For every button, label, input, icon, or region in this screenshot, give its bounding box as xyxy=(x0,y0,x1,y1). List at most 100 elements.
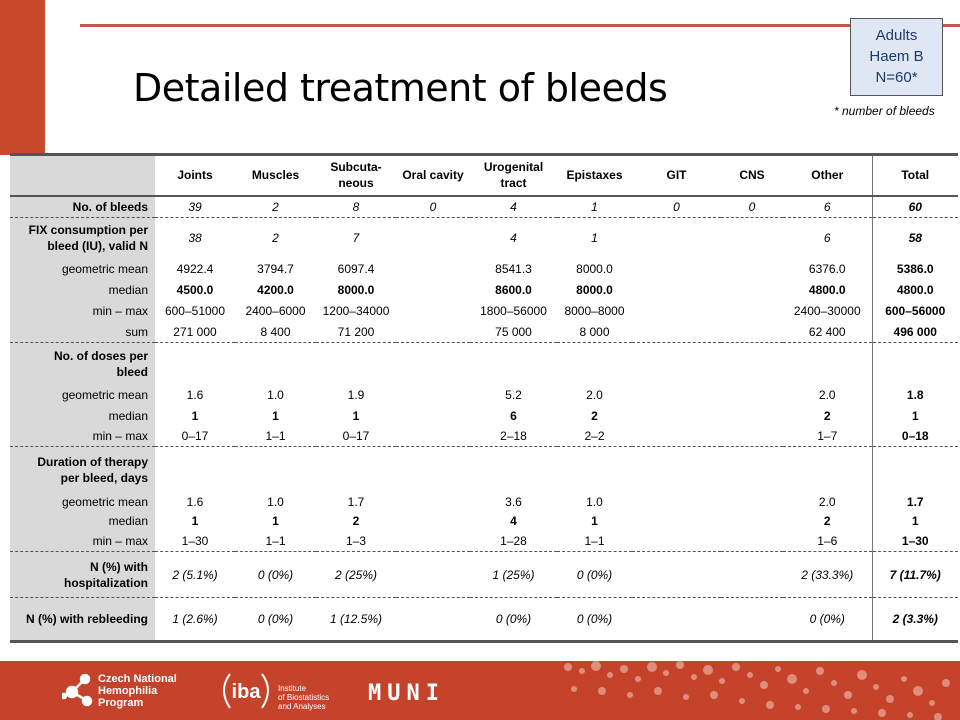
cnhp-logo-icon xyxy=(62,673,93,707)
row-label: geometric mean xyxy=(10,384,155,406)
decorative-dot xyxy=(627,692,633,698)
table-cell: 2 (25%) xyxy=(334,567,378,582)
table-cell xyxy=(632,426,721,447)
table-cell: 600–51000 xyxy=(164,304,226,318)
table-cell: 1.0 xyxy=(267,388,284,402)
table-cell xyxy=(632,301,721,322)
table-cell xyxy=(396,552,470,598)
table-cell: 62 400 xyxy=(808,324,846,339)
table-cell xyxy=(871,342,958,385)
column-header: Oral cavity xyxy=(402,168,464,183)
decorative-dot xyxy=(878,709,886,717)
table-cell: 38 xyxy=(188,231,202,246)
table-cell: 4 xyxy=(510,231,517,246)
iba-line: and Analyses xyxy=(278,702,326,711)
decorative-dot xyxy=(620,665,628,673)
iba-logo-icon: iba xyxy=(223,673,269,709)
column-header: CNS xyxy=(739,168,765,183)
table-cell xyxy=(155,343,235,385)
decorative-dot xyxy=(598,687,606,695)
table-cell: 1 xyxy=(591,231,598,246)
table-cell xyxy=(316,343,396,385)
table-cell: 1.7 xyxy=(347,494,365,509)
decorative-dot xyxy=(676,661,684,669)
decorative-dot xyxy=(571,686,577,692)
table-cell: 75 000 xyxy=(495,324,532,339)
decorative-dot xyxy=(766,701,774,709)
table-cell: 1.7 xyxy=(871,492,958,511)
table-cell: 1.0 xyxy=(586,494,603,509)
decorative-dot xyxy=(564,663,572,671)
table-cell: 4 xyxy=(510,199,517,214)
table-cell: 2 (3.3%) xyxy=(871,597,958,642)
table-cell: 0 xyxy=(429,199,437,214)
decorative-dot xyxy=(929,700,935,706)
badge-line: Haem B xyxy=(869,48,924,65)
table-cell xyxy=(632,343,721,385)
table-cell: 58 xyxy=(871,217,958,259)
table-cell: 6 xyxy=(823,231,831,246)
table-cell: 0 (0%) xyxy=(576,567,613,582)
column-header: Muscles xyxy=(251,168,300,183)
table-cell: 1.9 xyxy=(347,388,365,402)
cnhp-line: Czech National xyxy=(98,673,177,685)
decorative-dot xyxy=(654,687,662,695)
table-cell: 1.6 xyxy=(186,494,204,509)
table-cell xyxy=(396,447,470,493)
table-row: median 1 1 2 4 1 2 1 xyxy=(10,510,958,531)
decorative-dot xyxy=(844,691,852,699)
table-row: No. of bleeds 39 2 8 0 4 1 0 0 6 60 xyxy=(10,195,958,218)
table-cell: 1 xyxy=(871,405,958,426)
row-label: Duration of therapy per bleed, days xyxy=(10,446,155,493)
table-cell xyxy=(632,385,721,406)
table-cell xyxy=(721,447,783,493)
table-cell: 6376.0 xyxy=(808,262,846,276)
table-cell: 5386.0 xyxy=(871,258,958,280)
table-cell xyxy=(396,406,470,426)
table-row: min – max 600–51000 2400–6000 1200–34000 180… xyxy=(10,300,958,322)
table-row: sum 271 000 8 400 71 200 75 000 8 000 62 400 49… xyxy=(10,321,958,343)
table-row: N (%) with hospitalization 2 (5.1%) 0 (0%)… xyxy=(10,551,958,598)
table-cell xyxy=(396,426,470,447)
table-cell xyxy=(721,385,783,406)
table-cell: 271 000 xyxy=(173,324,217,339)
table-cell xyxy=(632,259,721,280)
decorative-dot xyxy=(907,712,913,718)
table-cell: 0 (0%) xyxy=(257,612,294,626)
table-cell xyxy=(632,218,721,259)
table-row: FIX consumption per bleed (IU), valid N 3… xyxy=(10,217,958,259)
table-cell: 8000–8000 xyxy=(564,304,625,318)
decorative-dot xyxy=(787,674,797,684)
footer-bar xyxy=(0,661,960,720)
table-cell: 0 (0%) xyxy=(495,612,532,626)
table-cell: 39 xyxy=(188,199,202,214)
iba-line: Institute xyxy=(278,684,307,693)
table-cell: 1–30 xyxy=(871,530,958,552)
table-cell: 1 xyxy=(352,408,360,423)
table-row: geometric mean 1.6 1.0 1.7 3.6 1.0 2.0 1.7 xyxy=(10,492,958,511)
table-cell: 1 (2.6%) xyxy=(172,612,218,626)
table-row: geometric mean 1.6 1.0 1.9 5.2 2.0 2.0 1.8 xyxy=(10,384,958,406)
table-cell: 2400–30000 xyxy=(793,304,861,318)
table-cell: 2.0 xyxy=(818,494,836,509)
table-row: No. of doses per bleed xyxy=(10,342,958,385)
row-label: median xyxy=(10,279,155,301)
table-cell: 6 xyxy=(510,408,517,423)
table-cell: 0 (0%) xyxy=(257,567,294,582)
row-label: No. of bleeds xyxy=(10,195,155,218)
table-row: min – max 0–17 1–1 0–17 2–18 2–2 1–7 0–18 xyxy=(10,425,958,447)
table-cell: 1 xyxy=(272,408,279,423)
table-cell: 0 xyxy=(673,199,680,214)
iba-line: of Biostatistics xyxy=(278,693,330,702)
table-cell xyxy=(396,301,470,322)
table-cell: 8541.3 xyxy=(495,262,532,276)
decorative-dot xyxy=(710,691,718,699)
table-cell: 8000.0 xyxy=(337,283,375,297)
decorative-dot xyxy=(857,670,867,680)
table-cell xyxy=(396,493,470,511)
table-cell: 1800–56000 xyxy=(480,304,547,318)
table-cell xyxy=(470,343,557,385)
table-cell: 2 xyxy=(823,408,831,423)
table-cell xyxy=(721,218,783,259)
table-cell: 1 (25%) xyxy=(492,567,535,582)
